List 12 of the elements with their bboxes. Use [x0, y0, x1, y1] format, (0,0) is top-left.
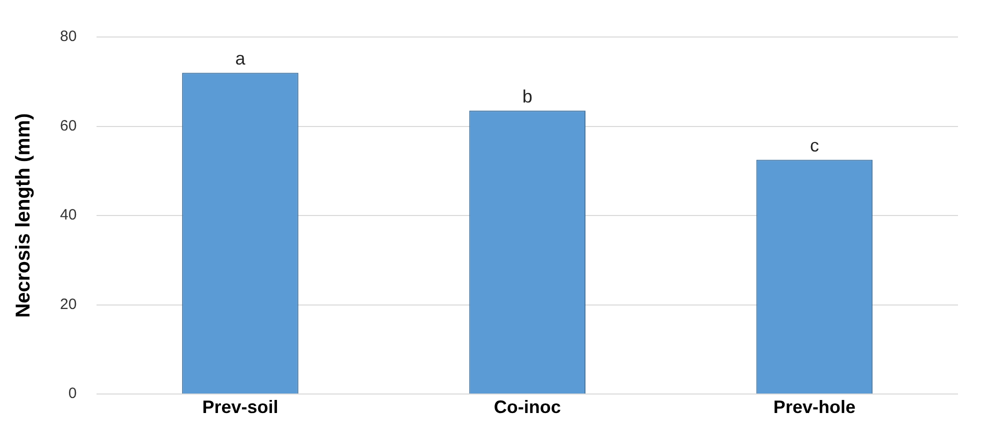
annotation: b — [522, 86, 532, 107]
y-tick-label: 60 — [60, 117, 77, 134]
y-axis-title: Necrosis length (mm) — [12, 113, 35, 318]
x-tick-label: Co-inoc — [494, 396, 561, 417]
y-tick-label: 0 — [68, 385, 77, 402]
annotation: a — [235, 48, 246, 69]
y-tick-label: 40 — [60, 206, 77, 224]
y-tick-label: 20 — [60, 296, 77, 313]
annotation: c — [810, 136, 819, 156]
y-tick-label: 80 — [60, 28, 77, 46]
x-tick-label: Prev-soil — [202, 396, 278, 417]
x-tick-label: Prev-hole — [773, 396, 856, 417]
